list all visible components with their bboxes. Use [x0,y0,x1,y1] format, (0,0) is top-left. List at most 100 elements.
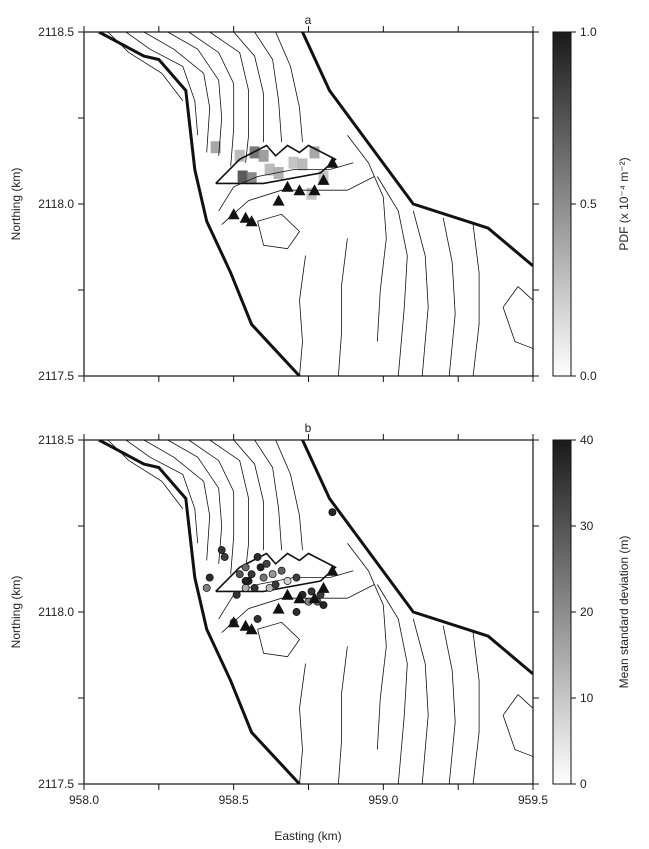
panel-a-plot-area [98,32,533,376]
y-tick-label: 2117.5 [38,777,74,791]
panel-b-title: b [305,421,312,435]
data-point [202,583,211,592]
topo-contour [143,32,211,153]
data-point [307,587,316,596]
pdf-cell [234,149,245,162]
topo-contour [218,162,354,212]
boundary-right [301,32,533,268]
colorbar-tick-label: 0 [580,777,587,791]
topo-contour [376,176,408,376]
topo-contour [412,210,429,376]
pdf-cell [288,156,299,169]
data-point [271,580,280,589]
data-point [232,590,241,599]
data-point [220,553,229,561]
station-triangle [317,173,330,185]
boundary-left [98,440,301,784]
data-point [283,577,292,585]
panel-b-frame [83,439,534,785]
topo-contour [338,238,348,376]
y-tick-label: 2118.5 [38,25,74,39]
station-triangle [227,208,240,220]
panel-a-ylabel: Northing (km) [9,168,23,241]
station-triangle [272,602,285,614]
station-triangle [308,592,321,604]
topo-contour [167,440,223,564]
topo-contour [209,440,250,571]
x-tick-label: 959.5 [518,793,548,807]
topo-contour-closed [257,213,301,250]
data-point [292,608,301,616]
topo-contour [299,255,306,376]
data-point [247,570,256,579]
panel-b: b 958.0 958.5 959.0 959.5 2117.5 2118.0 2118.5… [9,421,631,843]
topo-contour [472,632,480,784]
data-point [241,577,250,585]
pdf-cell [297,158,308,171]
topo-contour [125,32,199,136]
panel-a-axes: 2117.5 2118.0 2118.5 [38,25,539,383]
data-point [292,573,301,582]
topo-contour [347,134,387,342]
station-triangle [317,581,330,593]
topo-contour [233,440,265,551]
pdf-cell [273,167,284,179]
topo-contour [275,32,303,143]
station-triangle [293,592,306,604]
data-point [256,563,265,572]
topo-contour [299,663,306,784]
y-tick-label: 2118.0 [38,197,74,211]
panel-b-axes: 958.0 958.5 959.0 959.5 2117.5 2118.0 2118.5 [38,433,548,807]
colorbar-b-label: Mean standard deviation (m) [617,536,631,689]
station-triangle [293,184,306,196]
panel-b-xlabel: Easting (km) [274,829,341,843]
topo-contour [442,625,456,784]
station-triangle [239,619,252,631]
colorbar-tick-label: 10 [580,691,594,705]
colorbar-tick-label: 0.0 [580,369,597,383]
station-triangle [272,194,285,206]
data-point [253,614,262,623]
topo-contour [167,32,223,156]
data-point [235,570,244,579]
station-triangle [281,180,294,192]
pdf-cell [237,170,248,183]
panel-b-plot-area [98,440,533,784]
topo-contour [143,440,211,561]
y-tick-label: 2118.5 [38,433,74,447]
data-point [250,583,259,592]
panel-b-ylabel: Northing (km) [9,576,23,649]
data-point [319,601,328,610]
panel-a-frame [83,31,534,377]
boundary-right [301,440,533,676]
topo-contour [254,32,282,143]
colorbar-tick-label: 1.0 [580,25,597,39]
boundary-left [98,32,301,376]
topo-contour [376,584,408,784]
topo-contour [412,618,429,784]
topo-contour [254,440,282,551]
colorbar-a-ticks: 0.0 0.5 1.0 [571,25,597,383]
station-triangle [239,211,252,223]
topo-contour [347,542,387,750]
data-point [241,583,250,592]
data-point [265,583,274,592]
topo-contour [125,440,199,544]
colorbar-tick-label: 20 [580,605,594,619]
x-tick-label: 958.0 [69,793,99,807]
data-point [277,566,286,575]
vent-outline [215,144,337,185]
topo-contour [188,440,235,575]
station-triangle [308,184,321,196]
pdf-cell [258,149,269,162]
y-tick-label: 2117.5 [38,369,74,383]
topo-contour [209,32,250,163]
panel-a-title: a [305,13,312,27]
topo-contour-closed [502,694,533,757]
station-triangle [245,215,258,227]
data-point [253,553,262,561]
data-point [259,573,268,582]
colorbar-tick-label: 30 [580,519,594,533]
data-point [217,546,226,555]
